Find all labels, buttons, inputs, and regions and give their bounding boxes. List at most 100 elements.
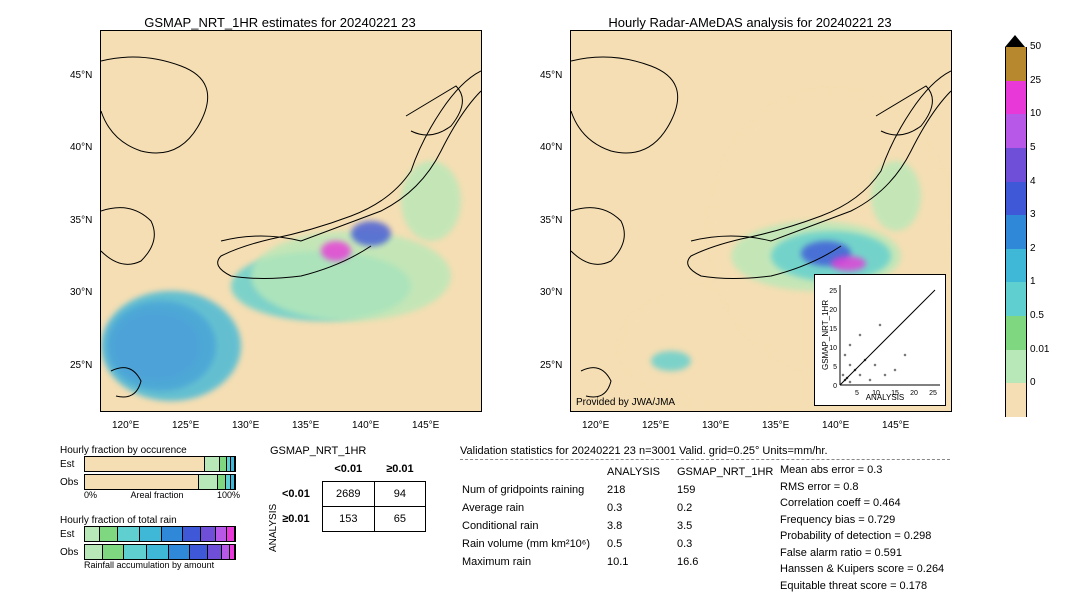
colorbar-segment [1005,249,1027,283]
fraction-segment [85,475,199,489]
colorbar-segment [1005,215,1027,249]
colorbar-tick: 50 [1030,41,1041,52]
totalrain-title: Hourly fraction of total rain [60,515,240,526]
colorbar-segment [1005,81,1027,115]
fraction-segment [190,545,208,559]
left-ytick-1: 30°N [70,287,92,298]
colorbar-segment [1005,282,1027,316]
occ-row-obs: Obs [60,477,80,488]
colorbar-tick: 0 [1030,377,1036,388]
fraction-segment [222,545,230,559]
scatter-inset: ANALYSIS 0 5 10 15 20 25 5 10 15 20 25 G… [814,274,946,406]
cont-10: 153 [322,507,374,532]
fraction-segment [85,457,205,471]
right-map: Provided by JWA/JMA ANALYSIS [570,30,952,412]
left-xtick-5: 145°E [412,420,439,431]
svg-text:5: 5 [855,390,859,397]
colorbar-tick: 0.01 [1030,344,1049,355]
svg-text:10: 10 [829,345,837,352]
fraction-segment [231,475,235,489]
cont-00: 2689 [322,482,374,507]
svg-text:5: 5 [833,364,837,371]
totalrain-subtitle: Rainfall accumulation by amount [84,560,240,570]
right-xtick-4: 140°E [822,420,849,431]
right-xtick-3: 135°E [762,420,789,431]
right-xtick-5: 145°E [882,420,909,431]
fraction-segment [169,545,190,559]
attribution-text: Provided by JWA/JMA [576,397,675,408]
left-map [100,30,482,412]
fraction-segment [100,527,118,541]
colorbar-tick: 10 [1030,108,1041,119]
right-ytick-3: 40°N [540,142,562,153]
right-xtick-2: 130°E [702,420,729,431]
val-a: 218 [607,482,675,498]
svg-text:0: 0 [833,383,837,390]
occ-x2: 100% [217,490,240,500]
occ-row-est: Est [60,459,80,470]
svg-text:15: 15 [829,326,837,333]
colorbar-tick: 25 [1030,75,1041,86]
right-xtick-0: 120°E [582,420,609,431]
metric-row: Frequency bias = 0.729 [780,512,944,529]
left-ytick-0: 25°N [70,360,92,371]
cont-col-1: ≥0.01 [374,457,425,482]
colorbar: 00.010.512345102550 [1005,35,1027,417]
val-label: Maximum rain [462,554,605,570]
right-ytick-1: 30°N [540,287,562,298]
right-xtick-1: 125°E [642,420,669,431]
svg-text:25: 25 [929,390,937,397]
fraction-segment [85,527,100,541]
val-a: 0.5 [607,536,675,552]
colorbar-tick: 2 [1030,243,1036,254]
svg-text:10: 10 [872,390,880,397]
colorbar-segment [1005,182,1027,216]
right-ytick-2: 35°N [540,215,562,226]
fraction-segment [199,475,217,489]
val-h0: ANALYSIS [607,464,675,480]
cont-col-0: <0.01 [322,457,374,482]
coastline-icon [101,31,481,411]
fraction-segment [124,545,148,559]
validation-title: Validation statistics for 20240221 23 n=… [460,445,950,457]
left-map-title: GSMAP_NRT_1HR estimates for 20240221 23 [80,15,480,30]
val-label: Num of gridpoints raining [462,482,605,498]
colorbar-arrow-icon [1005,35,1025,47]
scatter-ylabel: GSMAP_NRT_1HR [821,300,830,370]
occurrence-title: Hourly fraction by occurence [60,445,240,456]
val-label: Average rain [462,500,605,516]
fraction-segment [140,527,162,541]
metric-row: Mean abs error = 0.3 [780,462,944,479]
fraction-segment [103,545,124,559]
cont-col-header: GSMAP_NRT_1HR [270,445,366,457]
colorbar-tick: 1 [1030,276,1036,287]
val-label: Conditional rain [462,518,605,534]
val-g: 0.3 [677,536,788,552]
tot-row-obs: Obs [60,547,80,558]
cont-row-1: ≥0.01 [270,507,322,532]
colorbar-segment [1005,148,1027,182]
left-xtick-3: 135°E [292,420,319,431]
cont-01: 94 [374,482,425,507]
fraction-segment [227,527,235,541]
fraction-segment [205,457,221,471]
metric-row: Hanssen & Kuipers score = 0.264 [780,561,944,578]
fraction-segment [231,457,235,471]
val-h1: GSMAP_NRT_1HR [677,464,788,480]
colorbar-segment [1005,383,1027,417]
right-ytick-4: 45°N [540,70,562,81]
val-g: 159 [677,482,788,498]
metric-row: Correlation coeff = 0.464 [780,495,944,512]
colorbar-segment [1005,316,1027,350]
cont-row-0: <0.01 [270,482,322,507]
metric-row: RMS error = 0.8 [780,479,944,496]
val-g: 3.5 [677,518,788,534]
svg-text:20: 20 [829,307,837,314]
left-xtick-2: 130°E [232,420,259,431]
svg-text:20: 20 [910,390,918,397]
val-label: Rain volume (mm km²10⁶) [462,536,605,552]
left-xtick-0: 120°E [112,420,139,431]
val-a: 10.1 [607,554,675,570]
left-ytick-3: 40°N [70,142,92,153]
colorbar-tick: 4 [1030,176,1036,187]
